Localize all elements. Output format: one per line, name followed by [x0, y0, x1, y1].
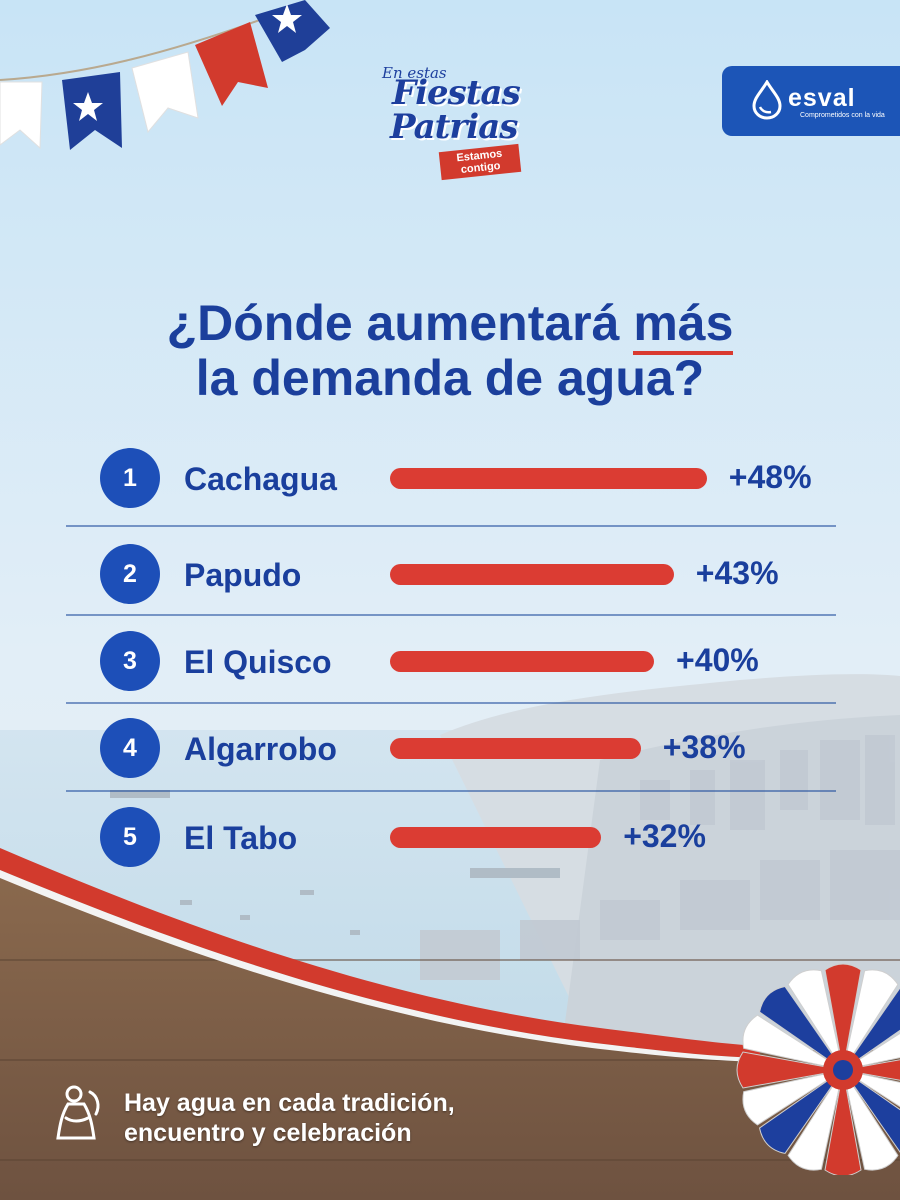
title-highlight: más: [633, 295, 734, 355]
chart-title-line1: ¿Dónde aumentará más: [60, 295, 840, 355]
rank-badge: 2: [100, 544, 160, 604]
chart-row: 2 Papudo +43%: [100, 544, 840, 604]
footer-line2: encuentro y celebración: [124, 1119, 412, 1147]
chart-title-line2: la demanda de agua?: [195, 350, 705, 406]
rank-badge: 4: [100, 718, 160, 778]
chart-row: 5 El Tabo +32%: [100, 807, 840, 867]
value-label: +48%: [728, 459, 812, 495]
rank-badge: 1: [100, 448, 160, 508]
chilean-flag-bunting-icon: [0, 0, 330, 150]
category-label: El Quisco: [184, 644, 332, 680]
water-drop-icon: [752, 80, 782, 120]
rank-badge: 5: [100, 807, 160, 867]
value-label: +32%: [623, 818, 706, 854]
bar: [390, 564, 674, 585]
chart-row: 1 Cachagua +48%: [100, 448, 840, 508]
bar: [390, 738, 641, 759]
chilean-dress-icon: [56, 1085, 100, 1140]
bar: [390, 651, 654, 672]
row-divider: [66, 525, 836, 527]
bar: [390, 827, 602, 848]
value-label: +40%: [676, 642, 759, 678]
category-label: Algarrobo: [184, 731, 337, 767]
category-label: Papudo: [184, 557, 302, 593]
logo-line-fiestas: Fiestas: [392, 73, 521, 113]
value-label: +43%: [695, 555, 779, 591]
category-label: Cachagua: [184, 461, 337, 497]
brand-tagline: Comprometidos con la vida: [800, 112, 885, 119]
logo-small-text: En estas: [382, 64, 447, 82]
chart-row: 4 Algarrobo +38%: [100, 718, 840, 778]
fiestas-patrias-logo: En estas Fiestas Patrias Estamos contigo: [380, 62, 522, 181]
row-divider: [66, 614, 836, 616]
category-label: El Tabo: [184, 820, 298, 856]
rank-badge: 3: [100, 631, 160, 691]
row-divider: [66, 790, 836, 792]
title-text: ¿Dónde aumentará: [166, 295, 634, 351]
logo-line-patrias: Patrias: [390, 107, 518, 147]
footer-line1: Hay agua en cada tradición,: [124, 1089, 455, 1117]
bar: [390, 468, 707, 489]
brand-name: esval: [788, 84, 856, 112]
footer-message: Hay agua en cada tradición, encuentro y …: [124, 1088, 455, 1148]
chilean-flag-rosette-icon: [736, 963, 900, 1175]
chart-row: 3 El Quisco +40%: [100, 631, 840, 691]
value-label: +38%: [662, 729, 746, 765]
row-divider: [66, 702, 836, 704]
brand-logo: esval Comprometidos con la vida: [722, 66, 900, 136]
